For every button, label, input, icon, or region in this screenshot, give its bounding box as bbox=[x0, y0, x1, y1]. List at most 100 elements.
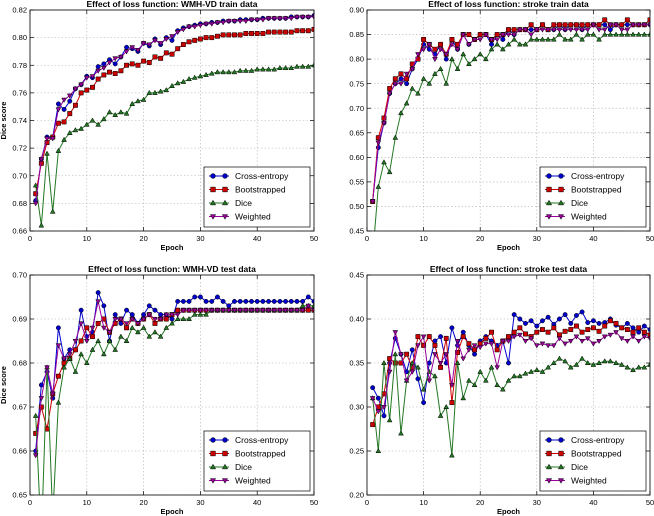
data-point bbox=[432, 352, 438, 358]
data-point bbox=[232, 298, 237, 304]
data-point bbox=[271, 66, 278, 72]
data-point bbox=[67, 98, 73, 104]
data-point bbox=[231, 69, 238, 75]
data-point bbox=[562, 36, 568, 42]
legend-marker bbox=[557, 214, 565, 220]
data-point bbox=[460, 395, 467, 401]
data-point bbox=[203, 21, 209, 27]
data-point bbox=[415, 343, 421, 349]
data-point bbox=[208, 70, 215, 76]
data-point bbox=[415, 90, 421, 96]
data-point bbox=[506, 27, 511, 33]
data-point bbox=[618, 27, 625, 33]
data-point bbox=[562, 312, 568, 318]
data-point bbox=[449, 452, 455, 458]
legend-label: Weighted bbox=[235, 212, 271, 222]
data-point bbox=[516, 373, 523, 379]
data-point bbox=[44, 150, 50, 156]
data-point bbox=[141, 58, 147, 64]
data-point bbox=[225, 308, 232, 314]
data-point bbox=[214, 294, 220, 300]
legend: Cross-entropy Bootstrapped Dice Weighted bbox=[203, 166, 311, 228]
data-point bbox=[432, 70, 438, 76]
data-point bbox=[260, 308, 266, 314]
data-point bbox=[260, 17, 266, 23]
data-point bbox=[584, 31, 591, 37]
data-point bbox=[214, 20, 221, 26]
y-tick-label: 0.75 bbox=[349, 79, 364, 88]
x-tick-label: 50 bbox=[646, 234, 654, 243]
data-point bbox=[483, 32, 489, 38]
data-point bbox=[220, 32, 226, 38]
data-point bbox=[72, 347, 78, 353]
data-point bbox=[277, 64, 283, 71]
data-point bbox=[38, 404, 44, 410]
data-point bbox=[107, 69, 112, 75]
y-axis-label: Dice score bbox=[0, 366, 8, 404]
data-point bbox=[403, 378, 410, 384]
data-point bbox=[477, 368, 484, 374]
data-point bbox=[197, 73, 204, 79]
data-point bbox=[191, 24, 198, 30]
x-tick-label: 10 bbox=[83, 234, 91, 243]
data-point bbox=[375, 183, 382, 189]
data-point bbox=[573, 27, 580, 33]
data-point bbox=[152, 38, 158, 44]
data-point bbox=[135, 98, 141, 104]
data-point bbox=[146, 42, 153, 48]
data-point bbox=[624, 338, 631, 345]
data-point bbox=[305, 294, 311, 300]
y-tick-label: 0.69 bbox=[12, 315, 27, 324]
data-point bbox=[140, 41, 147, 47]
legend-label: Cross-entropy bbox=[571, 435, 625, 445]
data-point bbox=[494, 41, 501, 47]
y-tick-label: 0.55 bbox=[349, 177, 364, 186]
y-tick-label: 0.50 bbox=[349, 202, 364, 211]
legend-marker bbox=[545, 214, 553, 220]
y-tick-label: 0.74 bbox=[12, 116, 27, 125]
data-point bbox=[129, 100, 136, 106]
data-point bbox=[186, 315, 192, 322]
y-tick-label: 0.78 bbox=[12, 61, 27, 70]
y-tick-label: 0.45 bbox=[349, 227, 364, 236]
data-point bbox=[180, 298, 186, 304]
data-point bbox=[288, 29, 294, 35]
data-point bbox=[100, 116, 107, 122]
data-point bbox=[38, 396, 45, 402]
x-tick-label: 40 bbox=[253, 234, 261, 243]
data-point bbox=[584, 359, 591, 366]
y-tick-label: 0.40 bbox=[349, 315, 364, 324]
data-point bbox=[545, 27, 551, 33]
x-tick-label: 20 bbox=[476, 498, 484, 507]
data-point bbox=[420, 334, 427, 340]
data-point bbox=[449, 56, 455, 62]
data-point bbox=[112, 312, 118, 318]
data-point bbox=[124, 62, 130, 68]
data-point bbox=[420, 75, 427, 81]
data-point bbox=[499, 386, 506, 392]
data-point bbox=[157, 316, 164, 323]
legend-label: Weighted bbox=[235, 476, 271, 486]
data-point bbox=[601, 31, 608, 37]
legend-marker bbox=[546, 437, 552, 443]
x-tick-label: 0 bbox=[28, 234, 32, 243]
data-point bbox=[421, 400, 427, 406]
data-point bbox=[386, 417, 393, 423]
data-point bbox=[545, 364, 551, 370]
data-point bbox=[499, 32, 506, 38]
data-point bbox=[186, 76, 192, 82]
legend-marker bbox=[210, 437, 216, 443]
data-point bbox=[294, 298, 300, 304]
data-point bbox=[305, 14, 312, 20]
data-point bbox=[197, 23, 204, 29]
data-point bbox=[191, 74, 198, 80]
data-point bbox=[89, 74, 96, 80]
data-point bbox=[225, 69, 232, 75]
data-point bbox=[61, 360, 67, 366]
chart-3: 0 10 20 30 40 50 0.65 0.66 0.67 0.68 0.69 0.70 Effec… bbox=[0, 264, 318, 516]
data-point bbox=[197, 311, 204, 317]
data-point bbox=[432, 342, 438, 348]
data-point bbox=[158, 55, 164, 61]
data-point bbox=[392, 330, 399, 336]
data-point bbox=[248, 308, 255, 314]
